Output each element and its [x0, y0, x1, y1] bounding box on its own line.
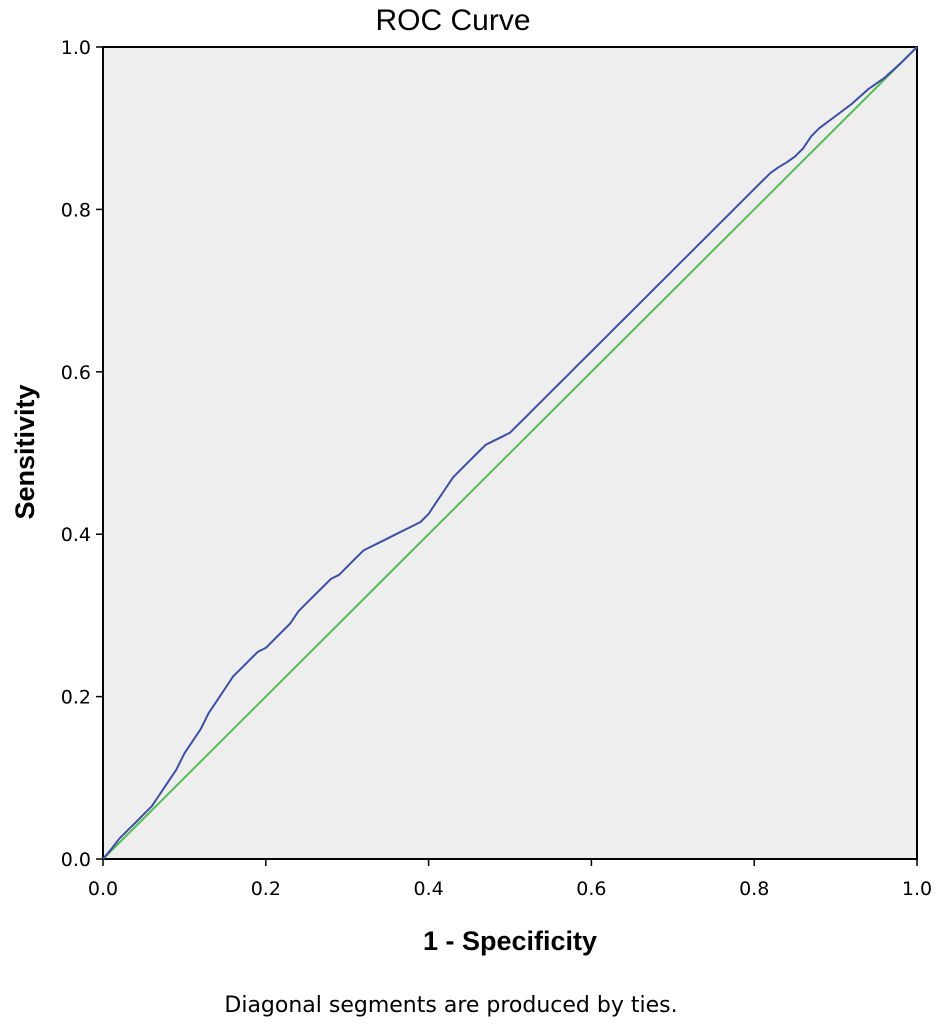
x-tick-label: 0.2 — [251, 878, 281, 900]
x-tick-label: 0.6 — [576, 878, 606, 900]
curves-layer — [102, 46, 918, 860]
x-tick-label: 0.0 — [88, 878, 118, 900]
chart-footnote: Diagonal segments are produced by ties. — [224, 993, 677, 1018]
x-tick-label: 0.8 — [739, 878, 769, 900]
x-axis-label: 1 - Specificity — [423, 926, 597, 956]
y-tick-label: 0.0 — [61, 849, 91, 871]
x-tick-label: 1.0 — [902, 878, 932, 900]
y-tick-label: 0.6 — [61, 362, 91, 384]
y-tick-label: 0.4 — [61, 524, 91, 546]
x-tick-label: 0.4 — [413, 878, 443, 900]
axes-layer: 0.0 0.2 0.4 0.6 0.8 1.0 0.0 0.2 0.4 0.6 0.8 1.0 — [61, 37, 932, 900]
reference-diagonal-line — [102, 46, 918, 860]
chart-title: ROC Curve — [375, 4, 530, 37]
roc-curve-line — [102, 46, 918, 860]
y-tick-label: 0.2 — [61, 687, 91, 709]
y-axis-label: Sensitivity — [10, 384, 40, 519]
y-tick-label: 1.0 — [61, 37, 91, 59]
y-tick-label: 0.8 — [61, 199, 91, 221]
